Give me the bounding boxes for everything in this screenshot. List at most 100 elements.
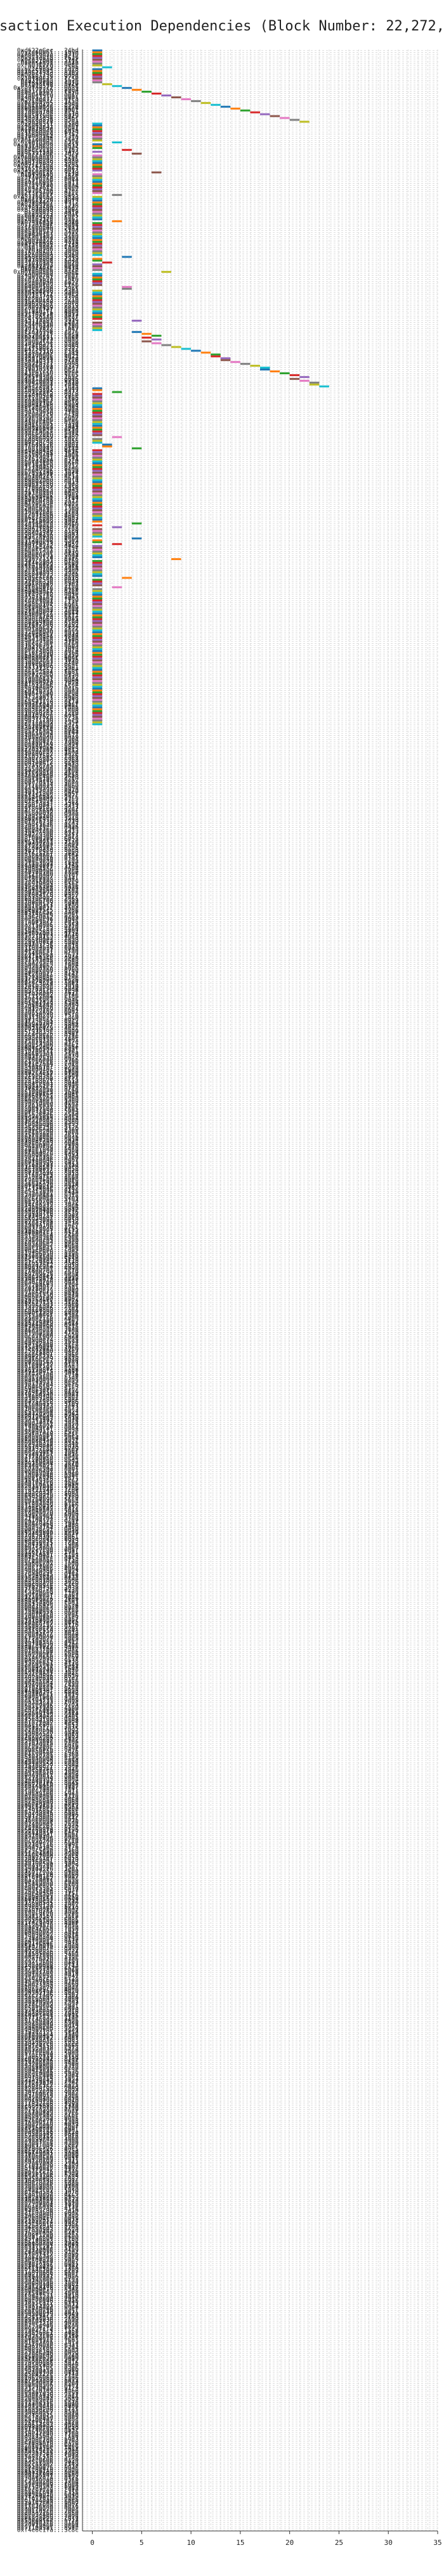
y-tick-label: 0x44e5d7fb...f58b xyxy=(17,1493,79,1500)
y-tick-label: 0x4e185d3...c729 xyxy=(20,139,79,146)
y-tick-label: 0xc6b8e1c8...3077 xyxy=(17,1438,79,1445)
y-tick-label: 0x0e6f5b0f...16f3 xyxy=(17,646,79,653)
y-tick-label: 0xc44ebf16...e5ad xyxy=(17,322,79,329)
gantt-bar xyxy=(92,596,103,598)
gantt-bar xyxy=(92,614,103,617)
y-tick-label: 0xf9a6e5b9...ea82 xyxy=(17,434,79,441)
gantt-bar xyxy=(92,306,103,309)
y-tick-label: 0xb96b2b60...ebf1 xyxy=(17,477,79,484)
gantt-bar xyxy=(92,653,103,656)
y-tick-label: 0x7f47bf34...3b3a xyxy=(17,1585,79,1592)
y-tick-label: 0xe6f6a00a...6b1b xyxy=(17,2097,79,2104)
y-tick-label: 0xdc6a28a9...5d6a xyxy=(17,1796,79,1803)
gantt-bar xyxy=(92,258,103,260)
y-tick-label: 0xc74ab2c4...d0c7 xyxy=(17,2219,79,2226)
gantt-bar xyxy=(92,528,103,530)
y-tick-label: 0x0b8d6c8e...43f2 xyxy=(17,2358,79,2365)
gantt-bar xyxy=(92,147,103,149)
y-tick-label: 0xe2b0b0be...a9b0 xyxy=(17,252,79,259)
y-tick-label: 0x25d5d4e6...79cf xyxy=(17,1888,79,1895)
y-tick-label: 0x1c7b5c1d...a43f xyxy=(17,1573,79,1580)
y-tick-label: 0x9d8c47ee...a6ce xyxy=(17,614,79,621)
y-tick-label: 0x9e5a6f6a...b1a8 xyxy=(17,1977,79,1984)
y-tick-label: 0x9f80e1e4...d2d2 xyxy=(17,806,79,813)
gantt-bar xyxy=(289,377,300,380)
y-tick-label: 0x6b7d6e64...7c90 xyxy=(17,1680,79,1687)
y-tick-label: 0x4e3f36c9...1eab xyxy=(17,635,79,642)
x-tick-label: 10 xyxy=(186,2539,195,2547)
y-tick-label: 0xc8da6eef...26b4 xyxy=(17,1651,79,1657)
y-tick-label: 0x07d5df2e...b8b5 xyxy=(17,965,79,972)
y-tick-label: 0x61a04a6a...f11d xyxy=(17,1793,79,1800)
y-tick-label: 0x71c8e33d...b8aa xyxy=(17,579,79,585)
y-tick-label: 0x2a1ac6e3...38b2 xyxy=(17,396,79,403)
y-tick-label: 0x4a61b08c...b3d3 xyxy=(17,2343,79,2350)
y-tick-label: 0x6a2e4dff...a839 xyxy=(17,1878,79,1885)
y-tick-label: 0xc9e1a2d0...1e20 xyxy=(17,1667,79,1674)
gantt-bar xyxy=(92,440,103,442)
gantt-bar xyxy=(112,436,122,438)
y-tick-label: 0x27d44a63...fde3 xyxy=(17,596,79,603)
gantt-bar xyxy=(92,552,103,555)
y-tick-label: 0x0d6c0c31...9b9a xyxy=(17,552,79,559)
y-tick-label: 0x7a7b0d8f...5b16 xyxy=(17,2360,79,2367)
gantt-bar xyxy=(92,462,103,464)
y-tick-label: 0xb6cf2f87...ecf2 xyxy=(17,1802,79,1809)
y-tick-label: 0xd1e7a7c5...f9ed xyxy=(17,978,79,985)
y-tick-label: 0x0a60de6...372e xyxy=(20,267,79,274)
y-tick-label: 0xf62c3e2d...fd4a xyxy=(17,2485,79,2492)
y-tick-label: 0x2bcca806...c9cc xyxy=(17,152,79,159)
y-tick-label: 0x1be5fa45...c9a8 xyxy=(17,68,79,75)
gantt-bar xyxy=(92,224,103,226)
y-tick-label: 0x2e0ca7bc...13d9 xyxy=(17,506,79,513)
y-tick-label: 0xd6db0d76...2ed9 xyxy=(17,1596,79,1603)
y-tick-label: 0x6e55a2d4...e79d xyxy=(17,1198,79,1205)
gantt-bar xyxy=(92,284,103,286)
y-tick-label: 0x6b6bb6d0...6c7e xyxy=(17,103,79,110)
y-tick-label: 0x6e5b2e03...cd82 xyxy=(17,2176,79,2183)
y-tick-label: 0x3f7b8d22...1a5b xyxy=(17,738,79,745)
gantt-bar xyxy=(92,432,103,435)
y-tick-label: 0x2a0f0a4f...d7f9 xyxy=(17,802,79,809)
y-tick-label: 0x1a0d0d09...17c8 xyxy=(17,868,79,875)
gantt-bar xyxy=(92,676,103,679)
y-tick-label: 0xbc4e8a6a...1a9e xyxy=(17,1520,79,1527)
y-tick-label: 0x2c8b8f76...e23c xyxy=(17,1586,79,1593)
gantt-bar xyxy=(92,547,103,549)
y-tick-label: 0x93dd1fbf...4e16 xyxy=(17,1451,79,1458)
y-tick-label: 0x66f40d31...3ad8 xyxy=(17,2150,79,2157)
gantt-bar xyxy=(112,85,122,88)
y-tick-label: 0x3d3a5e7e...d5c8 xyxy=(17,890,79,897)
y-tick-label: 0x57c5c2f0...6a7b xyxy=(17,1966,79,1973)
gantt-bar xyxy=(92,237,103,239)
gantt-bar xyxy=(92,702,103,705)
y-tick-label: 0x70e7b3c0...9a1f xyxy=(17,1519,79,1526)
x-tick-label: 25 xyxy=(335,2539,343,2547)
y-tick-label: 0x04f4fb08...8c8e xyxy=(17,2471,79,2478)
y-tick-label: 0x4a2d8a45...64b1 xyxy=(17,1810,79,1817)
y-tick-label: 0x5da5c5cd...ee49 xyxy=(17,577,79,584)
y-tick-label: 0x0f5e2d2d...c5d4 xyxy=(17,999,79,1006)
y-tick-label: 0xc0889d5...ea3a xyxy=(20,128,79,135)
y-tick-label: 0x0a7fc813...3bcf xyxy=(17,700,79,707)
gantt-bar xyxy=(92,154,103,157)
y-tick-label: 0x1c56d5f1...0acb xyxy=(17,1164,79,1171)
y-tick-label: 0x77b43f3b...a8b0 xyxy=(17,2099,79,2106)
y-tick-label: 0xb81c7a15...7c2d xyxy=(17,1703,79,1710)
y-tick-label: 0x09ae44e7...4912 xyxy=(17,199,79,206)
y-tick-label: 0x2157e36d...bd0d xyxy=(17,2348,79,2355)
y-tick-label: 0x7b2a0c72...e5e1 xyxy=(17,1048,79,1055)
y-tick-label: 0x7f78f0bf...3b4f xyxy=(17,843,79,850)
y-tick-label: 0xbb3fd6c2...bce5 xyxy=(17,1241,79,1248)
gantt-bar xyxy=(92,672,103,675)
y-tick-label: 0x4f2bbf6c...8bd5 xyxy=(17,1457,79,1464)
y-tick-label: 0x8a06ff91...3a6c xyxy=(17,1352,79,1359)
y-tick-label: 0x8f8ee3a2...6fd0 xyxy=(17,605,79,611)
y-tick-label: 0xa97b9bfa...1a6e xyxy=(17,2091,79,2098)
y-tick-label: 0x9746ad51...cb13 xyxy=(17,181,79,188)
y-tick-label: 0x3b11d5ce...7be8 xyxy=(17,2508,79,2515)
y-tick-label: 0xec3a8d1c...d6f1 xyxy=(17,471,79,478)
y-tick-label: 0x5ed6d1e1...d379 xyxy=(17,363,79,370)
y-tick-label: 0x6e3c0f3b...4c6d xyxy=(17,535,79,542)
y-tick-label: 0xd8b2c40c...e1da xyxy=(17,419,79,426)
